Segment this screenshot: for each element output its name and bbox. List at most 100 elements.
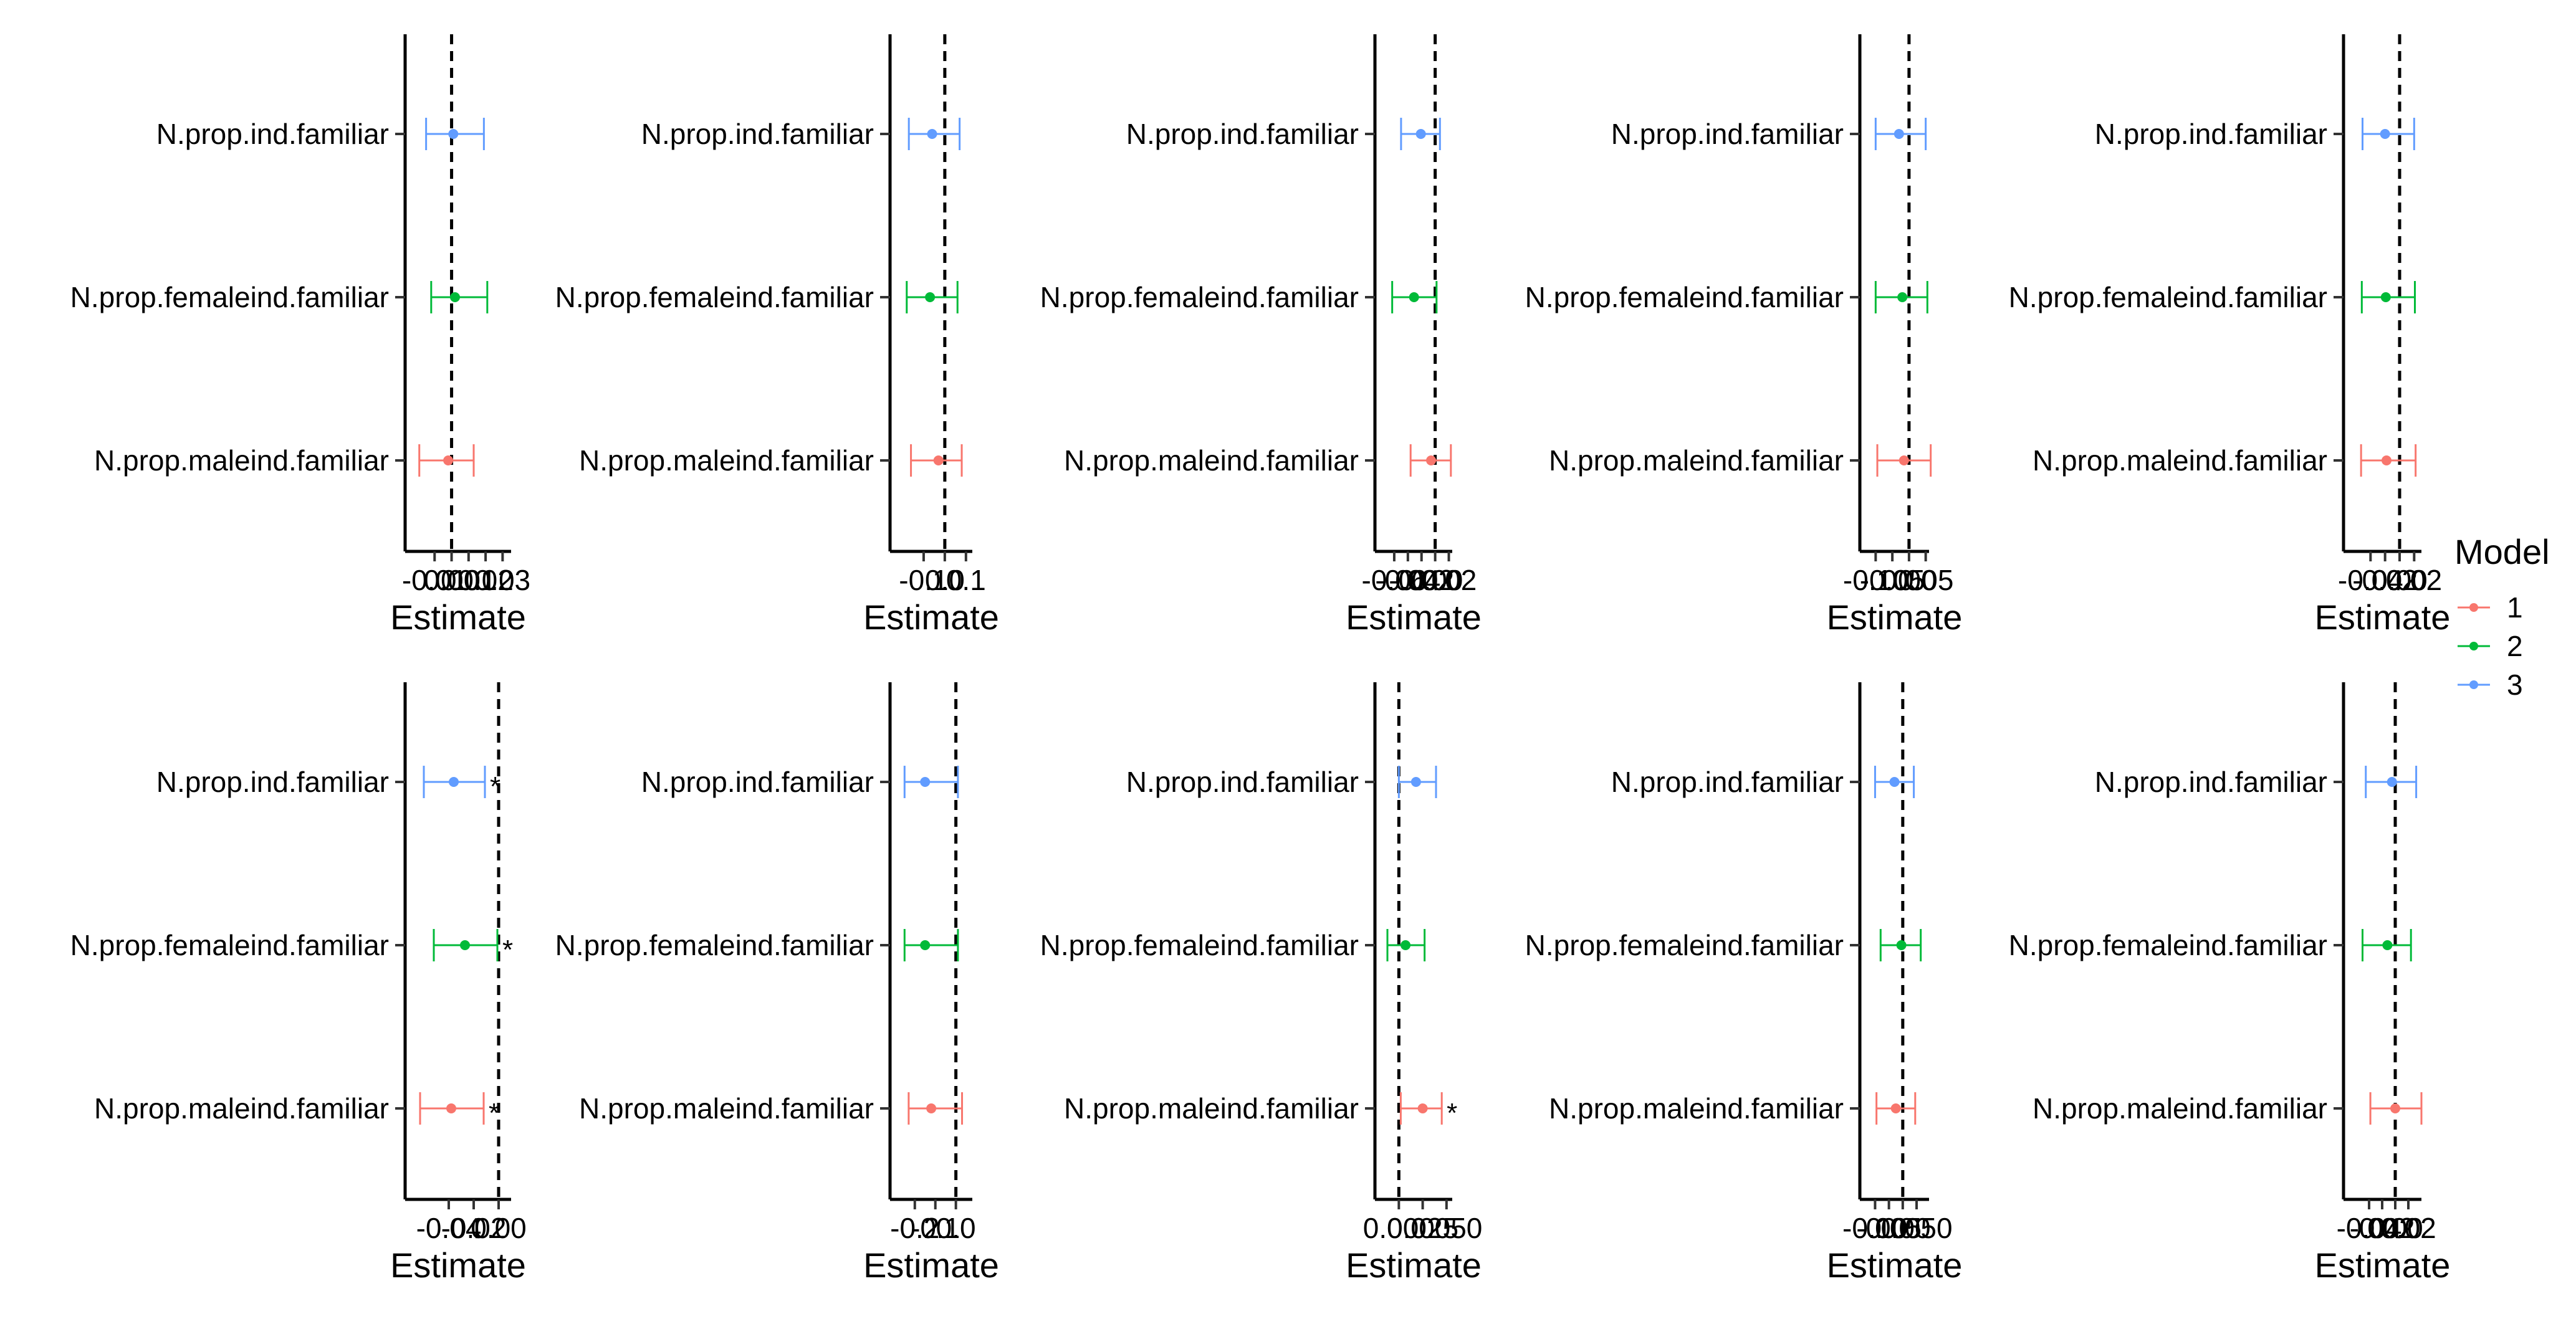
errorbar-model-2 xyxy=(2360,281,2416,313)
point-estimate xyxy=(2380,129,2390,139)
errorbar-model-2 xyxy=(2362,929,2412,961)
x-tick-label: 0.000 xyxy=(1363,1212,1435,1244)
y-tick-label: N.prop.femaleind.familiar xyxy=(1525,281,1844,313)
point-estimate xyxy=(446,1103,456,1113)
point-estimate xyxy=(1898,455,1909,465)
x-tick-label: -0.10 xyxy=(1842,1212,1908,1244)
legend: Model 1 2 3 xyxy=(2454,532,2550,701)
x-axis-title: Estimate xyxy=(390,1245,526,1285)
point-estimate xyxy=(927,129,937,139)
x-tick-label: 0.00 xyxy=(2372,564,2428,596)
errorbar-model-2 xyxy=(1386,929,1426,961)
point-estimate xyxy=(1410,777,1421,787)
errorbar-model-3 xyxy=(2365,766,2418,798)
point-estimate xyxy=(449,777,459,787)
x-axis-title: Estimate xyxy=(2315,598,2451,637)
x-axis-title: Estimate xyxy=(863,1245,999,1285)
point-estimate xyxy=(1426,455,1437,465)
legend-key-point xyxy=(2469,603,2478,612)
errorbar-model-3 xyxy=(425,118,485,150)
y-tick-label: N.prop.ind.familiar xyxy=(2095,118,2327,150)
y-tick-label: N.prop.femaleind.familiar xyxy=(2009,929,2327,961)
y-tick-label: N.prop.maleind.familiar xyxy=(1549,1092,1844,1125)
x-tick-label: 0.050 xyxy=(1880,1212,1952,1244)
point-estimate xyxy=(443,455,454,465)
point-estimate xyxy=(2390,1103,2400,1113)
errorbar-model-2 xyxy=(430,281,489,313)
point-estimate xyxy=(2382,455,2392,465)
point-estimate xyxy=(1894,129,1904,139)
x-tick-label: 0.025 xyxy=(1387,1212,1458,1244)
x-axis-title: Estimate xyxy=(1346,598,1482,637)
x-axis-title: Estimate xyxy=(1827,1245,1963,1285)
point-estimate xyxy=(450,292,460,302)
point-estimate xyxy=(1415,129,1426,139)
y-tick-label: N.prop.maleind.familiar xyxy=(1549,444,1844,477)
errorbar-model-1 xyxy=(2360,444,2417,477)
errorbar-model-3 xyxy=(1400,118,1441,150)
legend-key-point xyxy=(2469,680,2478,689)
x-tick-label: -0.06 xyxy=(1362,564,1427,596)
errorbar-model-3 xyxy=(903,766,959,798)
significance-star: * xyxy=(489,1098,499,1128)
legend-title: Model xyxy=(2454,532,2550,571)
errorbar-model-1: * xyxy=(419,1092,499,1128)
x-tick-label: 0.02 xyxy=(1421,564,1477,596)
x-tick-label: 0.00 xyxy=(424,564,480,596)
x-tick-label: -0.01 xyxy=(402,564,467,596)
y-tick-label: N.prop.maleind.familiar xyxy=(2033,1092,2327,1125)
errorbar-model-1 xyxy=(1876,444,1932,477)
errorbar-model-2: * xyxy=(433,929,513,965)
panel-6: N.prop.ind.familiar N.prop.femaleind.fami… xyxy=(70,682,527,1285)
y-tick-label: N.prop.maleind.familiar xyxy=(579,444,874,477)
point-estimate xyxy=(1889,777,1900,787)
x-axis-title: Estimate xyxy=(863,598,999,637)
x-tick-label: -0.04 xyxy=(416,1212,482,1244)
x-tick-label: 0.0 xyxy=(925,564,965,596)
point-estimate xyxy=(926,1103,937,1113)
y-tick-label: N.prop.maleind.familiar xyxy=(1064,444,1359,477)
x-tick-label: -0.02 xyxy=(2350,1212,2415,1244)
y-tick-label: N.prop.femaleind.familiar xyxy=(1040,281,1359,313)
y-tick-label: N.prop.ind.familiar xyxy=(1126,118,1359,150)
panel-4: N.prop.ind.familiar N.prop.femaleind.fami… xyxy=(1525,34,1962,637)
x-tick-label: 0.1 xyxy=(946,564,986,596)
point-estimate xyxy=(2387,777,2397,787)
x-tick-label: -0.2 xyxy=(890,1212,939,1244)
point-estimate xyxy=(1401,940,1411,950)
x-tick-label: 0.00 xyxy=(1407,564,1463,596)
y-tick-label: N.prop.maleind.familiar xyxy=(94,444,389,477)
legend-entry-3: 3 xyxy=(2458,669,2523,701)
y-tick-label: N.prop.maleind.familiar xyxy=(579,1092,874,1125)
point-estimate xyxy=(1890,1103,1901,1113)
y-tick-label: N.prop.ind.familiar xyxy=(2095,766,2327,798)
x-axis-title: Estimate xyxy=(2315,1245,2451,1285)
x-tick-label: -0.02 xyxy=(441,1212,507,1244)
panel-7: N.prop.ind.familiar N.prop.femaleind.fami… xyxy=(555,682,999,1285)
point-estimate xyxy=(2380,292,2391,302)
y-tick-label: N.prop.femaleind.familiar xyxy=(70,281,389,313)
errorbar-model-2 xyxy=(906,281,959,313)
legend-key-point xyxy=(2469,642,2478,650)
y-tick-label: N.prop.maleind.familiar xyxy=(1064,1092,1359,1125)
x-tick-label: 0.00 xyxy=(1881,564,1937,596)
y-tick-label: N.prop.femaleind.familiar xyxy=(555,929,874,961)
errorbar-model-1 xyxy=(1875,1092,1917,1125)
y-tick-label: N.prop.ind.familiar xyxy=(1126,766,1359,798)
legend-label: 2 xyxy=(2507,630,2523,662)
significance-star: * xyxy=(490,771,500,802)
x-tick-label: 0.00 xyxy=(2367,1212,2423,1244)
point-estimate xyxy=(460,940,470,950)
x-axis-title: Estimate xyxy=(390,598,526,637)
x-tick-label: -0.02 xyxy=(2352,564,2418,596)
errorbar-model-1 xyxy=(910,444,963,477)
y-tick-label: N.prop.femaleind.familiar xyxy=(1525,929,1844,961)
errorbar-model-2 xyxy=(1391,281,1438,313)
x-tick-label: 0.00 xyxy=(1875,1212,1931,1244)
x-tick-label: 0.01 xyxy=(441,564,497,596)
y-tick-label: N.prop.femaleind.familiar xyxy=(555,281,874,313)
errorbar-model-1 xyxy=(907,1092,964,1125)
x-tick-label: 0.0 xyxy=(936,1212,976,1244)
x-axis-title: Estimate xyxy=(1346,1245,1482,1285)
errorbar-model-3 xyxy=(1397,766,1437,798)
